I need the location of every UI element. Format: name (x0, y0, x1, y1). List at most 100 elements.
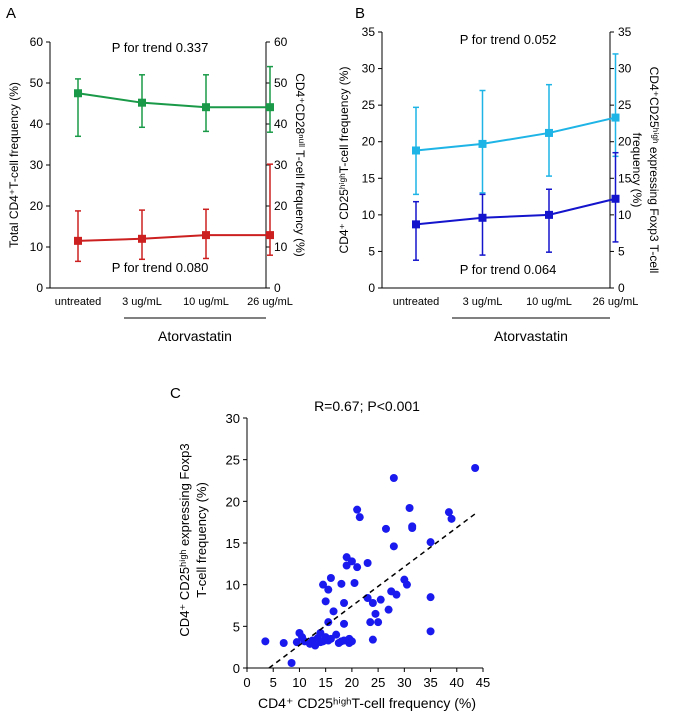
panel-a-series-line (77, 234, 270, 242)
panel-c-scatter-point (326, 574, 335, 582)
panel-a-right-tick-label: 10 (274, 240, 288, 254)
panel-a-data-point (138, 98, 146, 107)
panel-a-left-tick-label: 60 (30, 35, 44, 49)
panel-c-x-tick-label: 0 (243, 675, 250, 690)
panel-c-scatter-point (363, 559, 372, 567)
panel-b-right-tick-label: 15 (618, 171, 632, 185)
panel-c-trendline (268, 513, 476, 669)
panel-c-scatter-point (426, 627, 435, 636)
panel-b-category-label: 10 ug/mL (526, 296, 572, 308)
panel-a-series-line (77, 92, 270, 109)
panel-a-category-label: 3 ug/mL (122, 296, 162, 308)
panel-a-left-tick-label: 40 (30, 117, 44, 131)
panel-a-left-tick-label: 10 (30, 240, 44, 254)
panel-c-scatter-point (347, 557, 356, 566)
panel-c-scatter-point (381, 524, 390, 533)
panel-b-left-tick-label: 15 (362, 171, 376, 185)
panel-a-right-tick-label: 0 (274, 281, 281, 295)
panel-a-data-point (138, 234, 146, 243)
panel-c-scatter-point (408, 522, 417, 531)
panel-c-scatter-point (405, 504, 414, 512)
panel-a-p-trend-annotation: P for trend 0.080 (112, 260, 209, 275)
panel-c-scatter-point (340, 619, 349, 628)
panel-c-scatter-point (353, 505, 362, 514)
panel-b-data-point (478, 213, 487, 222)
panel-c-x-tick-label: 35 (423, 675, 437, 690)
panel-a-left-tick-label: 20 (30, 199, 44, 213)
panel-c-scatter-point (402, 580, 411, 589)
panel-a-left-axis-title: Total CD4⁺T-cell frequency (%) (7, 82, 21, 248)
panel-c-x-axis-title: CD4⁺ CD25ʰⁱᵍʰT-cell frequency (%) (258, 695, 476, 711)
panel-c-scatter-point (319, 580, 328, 589)
panel-c-scatter-point (471, 464, 480, 472)
panel-c-scatter-point (337, 579, 346, 588)
panel-b-p-trend-annotation: P for trend 0.052 (460, 32, 557, 47)
panel-c-scatter-point (384, 605, 393, 614)
panel-a-chart: A 0 0 10 10 20 20 30 30 40 40 50 50 60 60 untreated 3 u… (6, 5, 307, 344)
panel-c-x-tick-label: 10 (292, 675, 306, 690)
panel-b-p-trend-annotation: P for trend 0.064 (460, 262, 557, 277)
panel-c-scatter-point (374, 618, 383, 627)
panel-c-chart: C R=0.67; P<0.001 0 5 10 15 20 25 30 0 5 10 15 20 25 3… (170, 385, 490, 711)
panel-a-left-tick-label: 0 (36, 281, 43, 295)
panel-b-right-axis-title-line2: frequency (%) (630, 133, 644, 208)
panel-c-y-tick-label: 0 (233, 661, 240, 676)
panel-b-left-tick-label: 10 (362, 208, 376, 222)
panel-b-series-line (415, 116, 616, 152)
panel-b-data-point (412, 220, 420, 229)
panel-c-scatter-point (426, 538, 435, 547)
panel-b-left-tick-label: 35 (362, 25, 376, 39)
panel-c-y-tick-label: 15 (226, 536, 240, 551)
panel-c-y-tick-label: 30 (226, 411, 240, 426)
panel-b-left-tick-label: 20 (362, 135, 376, 149)
panel-c-scatter-point (355, 513, 364, 522)
panel-c-scatter-point (366, 618, 375, 627)
panel-c-scatter-point (324, 618, 333, 627)
panel-c-scatter-point (347, 637, 356, 646)
panel-a-label: A (6, 5, 16, 22)
panel-c-scatter-point (371, 609, 380, 618)
panel-b-right-tick-label: 30 (618, 62, 632, 76)
panel-a-data-point (74, 89, 82, 98)
panel-b-data-point (611, 194, 620, 203)
panel-b-data-point (611, 113, 620, 122)
panel-b-left-tick-label: 0 (368, 281, 375, 295)
panel-c-y-tick-label: 10 (226, 578, 240, 593)
panel-a-right-tick-label: 50 (274, 76, 288, 90)
panel-a-left-tick-label: 50 (30, 76, 44, 90)
panel-a-left-tick-label: 30 (30, 158, 44, 172)
panel-b-category-label: 26 ug/mL (593, 296, 639, 308)
panel-c-scatter-point (392, 590, 401, 599)
panel-a-data-point (74, 236, 82, 245)
panel-c-scatter-point (389, 542, 398, 551)
panel-b-group-label: Atorvastatin (494, 328, 568, 344)
panel-c-scatter-point (444, 508, 453, 517)
panel-c-scatter-point (368, 635, 377, 644)
panel-c-x-tick-label: 30 (397, 675, 411, 690)
panel-a-right-axis-title: CD4⁺CD28ⁿᵘˡˡ T-cell frequency (%) (293, 73, 307, 257)
panel-b-data-point (545, 128, 553, 137)
panel-c-y-axis-title-line2: T-cell frequency (%) (194, 482, 209, 598)
panel-c-scatter-point (368, 599, 377, 607)
panel-c-scatter-point (350, 579, 359, 587)
panel-a-data-point (202, 103, 210, 112)
panel-b-right-tick-label: 5 (618, 244, 625, 258)
panel-c-scatter-point (292, 638, 301, 647)
panel-b-left-tick-label: 25 (362, 98, 376, 112)
panel-b-left-axis-title: CD4⁺ CD25ʰⁱᵍʰT-cell frequency (%) (337, 67, 351, 254)
panel-b-left-tick-label: 30 (362, 62, 376, 76)
panel-a-right-tick-label: 20 (274, 199, 288, 213)
panel-b-right-tick-label: 35 (618, 25, 632, 39)
panel-c-scatter-point (389, 474, 398, 482)
panel-b-category-label: untreated (393, 296, 439, 308)
panel-c-scatter-point (332, 630, 341, 639)
panel-c-x-tick-label: 20 (345, 675, 359, 690)
panel-c-scatter-point (340, 599, 349, 607)
panel-a-right-tick-label: 40 (274, 117, 288, 131)
panel-a-data-point (266, 231, 274, 240)
panel-c-y-tick-label: 20 (226, 494, 240, 509)
panel-c-scatter-point (376, 595, 385, 604)
panel-c-x-tick-label: 45 (476, 675, 490, 690)
panel-a-right-tick-label: 30 (274, 158, 288, 172)
